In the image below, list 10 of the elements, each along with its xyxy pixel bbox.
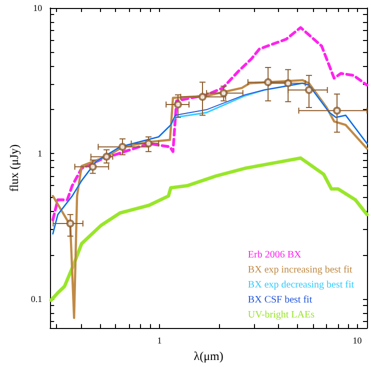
text: BX exp increasing best fit	[248, 264, 353, 276]
x-axis-title: λ(μm)	[194, 349, 224, 363]
text: Erb 2006 BX	[248, 250, 302, 260]
y-axis-title: flux (μJy)	[7, 144, 21, 192]
y-tick-label: 1	[38, 148, 42, 158]
y-tick-label: 0.1	[30, 294, 42, 304]
y-tick-label: 10	[33, 3, 43, 13]
text: BX CSF best fit	[248, 294, 312, 306]
text: UV-bright LAEs	[248, 310, 315, 320]
text: BX exp decreasing best fit	[248, 280, 354, 290]
